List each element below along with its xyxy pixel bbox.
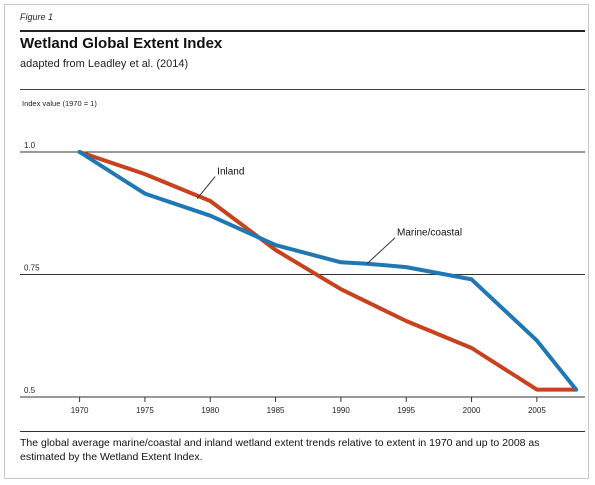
caption-rule <box>20 431 585 432</box>
x-tick-label: 1975 <box>136 406 154 415</box>
top-rule <box>20 30 585 32</box>
series-labels: Inland Marine/coastal <box>196 167 462 265</box>
chart-title: Wetland Global Extent Index <box>20 35 223 52</box>
x-tick-label: 2005 <box>528 406 546 415</box>
y-tick-label: 1.0 <box>24 141 36 150</box>
y-tick-label: 0.5 <box>24 386 36 395</box>
chart-subtitle: adapted from Leadley et al. (2014) <box>20 58 189 70</box>
figure-caption: The global average marine/coastal and in… <box>20 437 540 463</box>
figure-frame <box>4 4 589 479</box>
series-line-marine-coastal <box>77 150 579 392</box>
header-rule <box>20 89 585 90</box>
figure-label: Figure 1 <box>20 12 54 22</box>
y-axis-label: Index value (1970 = 1) <box>22 99 97 108</box>
grid-lines <box>20 151 585 398</box>
x-tick-label: 1985 <box>267 406 285 415</box>
x-tick-label: 1970 <box>71 406 89 415</box>
series-line-inland <box>77 150 579 392</box>
x-tick-label: 1995 <box>397 406 415 415</box>
series-label-inland: Inland <box>217 167 244 178</box>
x-tick-label: 1980 <box>201 406 219 415</box>
y-tick-labels: 1.0 0.75 0.5 <box>24 141 40 395</box>
series-label-marine-coastal: Marine/coastal <box>397 228 462 239</box>
x-tick-label: 2000 <box>463 406 481 415</box>
series-lines <box>77 150 579 392</box>
marine-leader-line <box>366 237 396 265</box>
inland-leader-line <box>196 176 216 199</box>
x-tick-labels: 1970 1975 1980 1985 1990 1995 2000 2005 <box>71 397 546 415</box>
x-tick-label: 1990 <box>332 406 350 415</box>
y-tick-label: 0.75 <box>24 264 40 273</box>
